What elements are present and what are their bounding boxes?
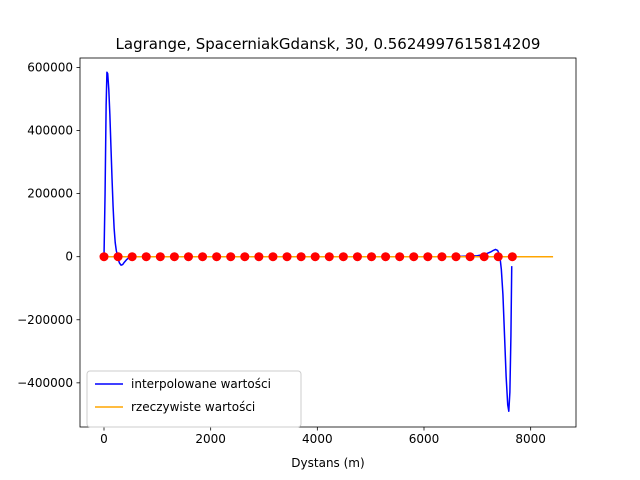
x-axis-label: Dystans (m)	[291, 456, 364, 470]
data-point	[352, 252, 362, 262]
chart-title: Lagrange, SpacerniakGdansk, 30, 0.562499…	[116, 35, 541, 53]
data-point	[127, 252, 137, 262]
data-point	[212, 252, 222, 262]
data-point	[198, 252, 208, 262]
legend-box	[86, 370, 302, 428]
data-point	[507, 252, 517, 262]
data-point	[324, 252, 334, 262]
data-point	[141, 252, 151, 262]
data-point	[395, 252, 405, 262]
data-point	[451, 252, 461, 262]
data-point	[113, 252, 123, 262]
data-point	[465, 252, 475, 262]
data-point	[169, 252, 179, 262]
y-tick-label: 200000	[27, 187, 73, 201]
data-point	[437, 252, 447, 262]
data-point	[99, 252, 109, 262]
data-point	[155, 252, 165, 262]
data-point	[268, 252, 278, 262]
plot-frame	[79, 57, 577, 428]
data-point	[310, 252, 320, 262]
data-point	[282, 252, 292, 262]
y-tick-label: 600000	[27, 60, 73, 74]
x-tick-label: 4000	[302, 432, 333, 446]
data-point	[226, 252, 236, 262]
data-point	[493, 252, 503, 262]
data-point	[479, 252, 489, 262]
data-point	[296, 252, 306, 262]
x-tick-label: 8000	[515, 432, 546, 446]
legend-entry: rzeczywiste wartości	[131, 400, 255, 414]
y-tick-label: 0	[65, 250, 73, 264]
y-tick-label: −400000	[17, 376, 73, 390]
data-point	[254, 252, 264, 262]
data-point	[183, 252, 193, 262]
data-point	[338, 252, 348, 262]
data-point	[367, 252, 377, 262]
axes: 0 2000 4000 6000 8000 600000 400000 200000 0 −200…	[17, 57, 577, 446]
data-point	[423, 252, 433, 262]
y-tick-label: −200000	[17, 313, 73, 327]
plot-area	[99, 71, 554, 412]
data-point	[409, 252, 419, 262]
legend-entry: interpolowane wartości	[131, 377, 271, 391]
x-tick-label: 2000	[195, 432, 226, 446]
x-tick-label: 0	[100, 432, 108, 446]
data-point	[240, 252, 250, 262]
y-tick-label: 400000	[27, 124, 73, 138]
x-tick-label: 6000	[409, 432, 440, 446]
data-point	[381, 252, 391, 262]
legend: interpolowane wartości rzeczywiste wartoś…	[86, 370, 302, 428]
